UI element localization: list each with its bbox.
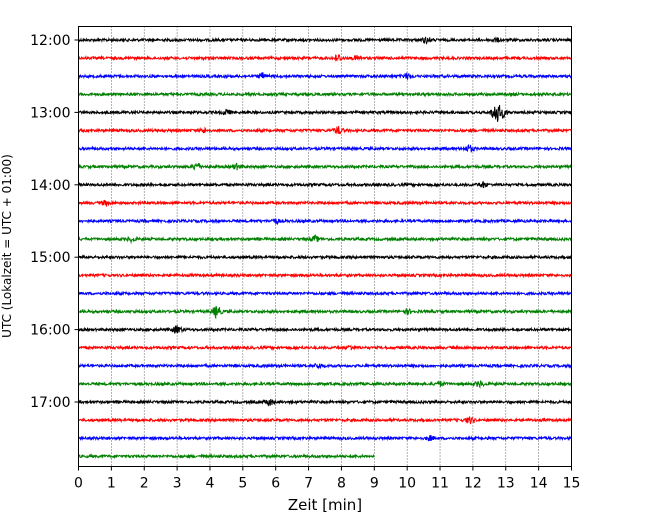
y-tick-label: 16:00	[30, 323, 70, 339]
x-tick-label: 8	[337, 476, 346, 492]
trace-1400	[78, 180, 572, 189]
y-tick-label: 17:00	[30, 395, 70, 411]
grid-lines	[111, 26, 539, 467]
y-axis-label: UTC (Lokalzeit = UTC + 01:00)	[0, 154, 14, 338]
y-tick-label: 15:00	[30, 250, 70, 266]
x-tick-label: 4	[206, 476, 215, 492]
trace-1600	[78, 324, 572, 334]
trace-1245	[78, 91, 572, 98]
trace-1315	[78, 126, 572, 135]
trace-1715	[78, 416, 572, 425]
x-tick-label: 10	[398, 476, 416, 492]
trace-1430	[78, 217, 572, 226]
trace-1215	[78, 53, 572, 62]
x-tick-label: 7	[304, 476, 313, 492]
x-tick-label: 9	[370, 476, 379, 492]
x-tick-label: 15	[563, 476, 581, 492]
x-axis-ticks: 0 1 2 3 4 5 6 7 8 9 10 11 12 13 14 15	[74, 466, 581, 492]
trace-1700	[78, 398, 572, 407]
x-tick-label: 13	[497, 476, 515, 492]
x-tick-label: 5	[238, 476, 247, 492]
trace-1415	[78, 199, 572, 208]
x-tick-label: 14	[530, 476, 548, 492]
trace-1630	[78, 362, 572, 370]
trace-1500	[78, 254, 572, 261]
trace-1445	[78, 233, 572, 245]
plot-frame	[78, 26, 572, 467]
trace-1200	[78, 36, 572, 45]
x-tick-label: 6	[271, 476, 280, 492]
trace-1300	[78, 104, 572, 122]
x-tick-label: 11	[431, 476, 449, 492]
trace-1545	[78, 305, 572, 320]
trace-1330	[78, 143, 572, 153]
trace-1745	[78, 453, 375, 460]
x-tick-label: 1	[107, 476, 116, 492]
trace-1530	[78, 290, 572, 297]
y-tick-label: 12:00	[30, 33, 70, 49]
y-tick-label: 14:00	[30, 178, 70, 194]
x-tick-label: 2	[140, 476, 149, 492]
trace-1730	[78, 434, 572, 442]
trace-1515	[78, 272, 572, 279]
trace-1615	[78, 344, 572, 351]
trace-1345	[78, 162, 572, 171]
trace-lines	[78, 36, 572, 460]
x-tick-label: 12	[464, 476, 482, 492]
trace-1645	[78, 379, 572, 389]
x-tick-label: 0	[74, 476, 83, 492]
y-axis-ticks: 12:00 13:00 14:00 15:00 16:00 17:00	[30, 33, 79, 411]
y-tick-label: 13:00	[30, 105, 70, 121]
x-axis-label: Zeit [min]	[288, 496, 362, 514]
x-tick-label: 3	[173, 476, 182, 492]
trace-1230	[78, 72, 572, 80]
